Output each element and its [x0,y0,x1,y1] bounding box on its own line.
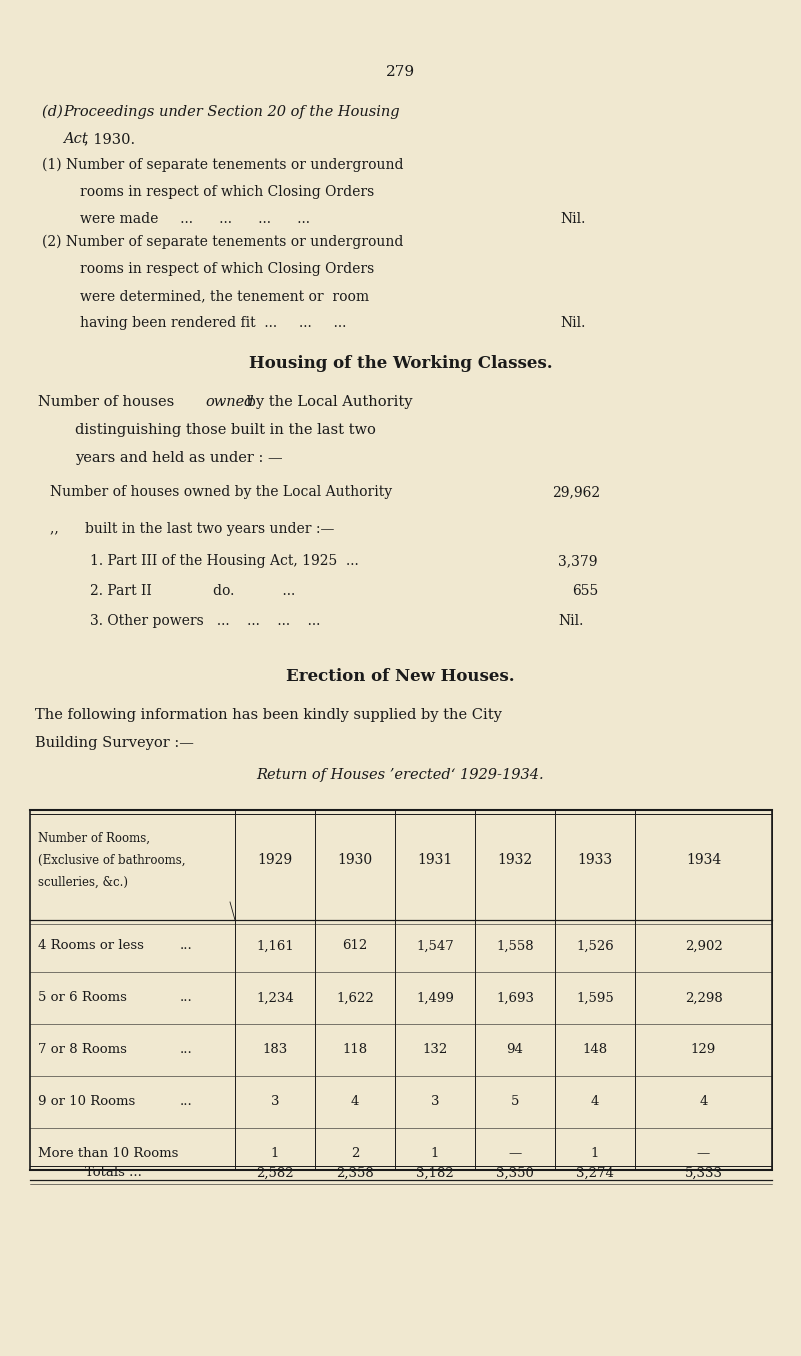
Text: 3: 3 [431,1096,439,1108]
Text: 1933: 1933 [578,853,613,866]
Text: (1) Number of separate tenements or underground: (1) Number of separate tenements or unde… [42,159,404,172]
Text: 1: 1 [431,1147,439,1161]
Text: Proceedings under Section 20 of the Housing: Proceedings under Section 20 of the Hous… [63,104,400,119]
Text: Housing of the Working Classes.: Housing of the Working Classes. [248,355,553,372]
Text: Erection of New Houses.: Erection of New Houses. [286,669,515,685]
Text: Act: Act [63,132,88,146]
Text: 655: 655 [572,584,598,598]
Text: 1,595: 1,595 [576,991,614,1005]
Text: 3,350: 3,350 [496,1166,534,1180]
Text: 7 or 8 Rooms: 7 or 8 Rooms [38,1044,127,1056]
Text: rooms in respect of which Closing Orders: rooms in respect of which Closing Orders [80,184,374,199]
Text: ...: ... [180,940,193,952]
Text: 2,902: 2,902 [685,940,723,952]
Text: were made     ...      ...      ...      ...: were made ... ... ... ... [80,212,310,226]
Text: were determined, the tenement or  room: were determined, the tenement or room [80,289,369,302]
Text: ...: ... [180,1044,193,1056]
Text: More than 10 Rooms: More than 10 Rooms [38,1147,179,1161]
Text: 1929: 1929 [257,853,292,866]
Text: The following information has been kindly supplied by the City: The following information has been kindl… [35,708,502,721]
Text: 1: 1 [591,1147,599,1161]
Text: 148: 148 [582,1044,608,1056]
Text: 2. Part II              do.           ...: 2. Part II do. ... [90,584,296,598]
Text: rooms in respect of which Closing Orders: rooms in respect of which Closing Orders [80,262,374,277]
Text: 1931: 1931 [417,853,453,866]
Text: (Exclusive of bathrooms,: (Exclusive of bathrooms, [38,853,186,866]
Text: 129: 129 [691,1044,716,1056]
Text: by the Local Authority: by the Local Authority [242,395,413,410]
Text: Return of Houses ’erected‘ 1929-1934.: Return of Houses ’erected‘ 1929-1934. [256,767,545,782]
Text: 132: 132 [422,1044,448,1056]
Text: 4: 4 [351,1096,359,1108]
Text: 1932: 1932 [497,853,533,866]
Text: 1,234: 1,234 [256,991,294,1005]
Text: 3,274: 3,274 [576,1166,614,1180]
Text: sculleries, &c.): sculleries, &c.) [38,876,128,888]
Text: (d): (d) [42,104,67,119]
Text: (2) Number of separate tenements or underground: (2) Number of separate tenements or unde… [42,235,404,250]
Text: 2,358: 2,358 [336,1166,374,1180]
Text: 3,379: 3,379 [558,555,598,568]
Text: Nil.: Nil. [558,614,583,628]
Text: ,,      built in the last two years under :—: ,, built in the last two years under :— [50,522,334,536]
Text: , 1930.: , 1930. [84,132,135,146]
Text: 4 Rooms or less: 4 Rooms or less [38,940,144,952]
Text: 2: 2 [351,1147,359,1161]
Text: 94: 94 [506,1044,523,1056]
Text: 1,526: 1,526 [576,940,614,952]
Text: 1. Part III of the Housing Act, 1925  ...: 1. Part III of the Housing Act, 1925 ... [90,555,359,568]
Text: Nil.: Nil. [560,212,586,226]
Text: 279: 279 [386,65,415,79]
Text: 2,298: 2,298 [685,991,723,1005]
Text: 1,622: 1,622 [336,991,374,1005]
Text: 1,161: 1,161 [256,940,294,952]
Text: Building Surveyor :—: Building Surveyor :— [35,736,194,750]
Text: 29,962: 29,962 [552,485,600,499]
Text: Nil.: Nil. [560,316,586,330]
Text: 1,693: 1,693 [496,991,534,1005]
Text: 5 or 6 Rooms: 5 or 6 Rooms [38,991,127,1005]
Text: 5: 5 [511,1096,519,1108]
Text: 4: 4 [591,1096,599,1108]
Text: Number of houses: Number of houses [38,395,179,410]
Text: ...: ... [180,1096,193,1108]
Text: distinguishing those built in the last two: distinguishing those built in the last t… [75,423,376,437]
Text: 3. Other powers   ...    ...    ...    ...: 3. Other powers ... ... ... ... [90,614,320,628]
Text: 1: 1 [271,1147,280,1161]
Text: 3: 3 [271,1096,280,1108]
Text: 183: 183 [263,1044,288,1056]
Text: 9 or 10 Rooms: 9 or 10 Rooms [38,1096,135,1108]
Text: Number of houses owned by the Local Authority: Number of houses owned by the Local Auth… [50,485,392,499]
Text: 1,547: 1,547 [417,940,454,952]
Text: 1934: 1934 [686,853,721,866]
Text: 118: 118 [343,1044,368,1056]
Text: years and held as under : —: years and held as under : — [75,452,283,465]
Text: 1,558: 1,558 [496,940,533,952]
Text: 2,582: 2,582 [256,1166,294,1180]
Text: 1930: 1930 [337,853,372,866]
Text: —: — [697,1147,710,1161]
Text: 4: 4 [699,1096,708,1108]
Text: ...: ... [180,991,193,1005]
Text: —: — [509,1147,521,1161]
Text: owned: owned [205,395,254,410]
Text: 5,333: 5,333 [685,1166,723,1180]
Text: 1,499: 1,499 [416,991,454,1005]
Text: 3,182: 3,182 [417,1166,454,1180]
Text: Totals ...: Totals ... [85,1166,142,1180]
Text: having been rendered fit  ...     ...     ...: having been rendered fit ... ... ... [80,316,346,330]
Text: Number of Rooms,: Number of Rooms, [38,831,150,845]
Text: 612: 612 [342,940,368,952]
